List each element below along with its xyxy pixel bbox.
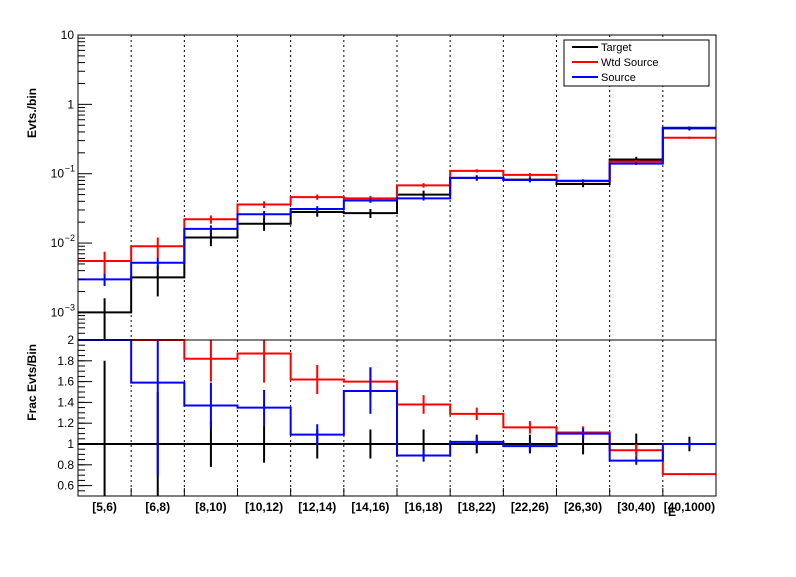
y-tick-label: 0.6 <box>57 479 74 493</box>
series-line-source-upper <box>78 126 716 281</box>
y-tick-exponent: −2 <box>65 233 75 243</box>
legend-label-wtd-source: Wtd Source <box>601 57 658 69</box>
x-tick-label: [26,30) <box>564 500 602 514</box>
x-tick-label: [8,10) <box>195 500 226 514</box>
upper-series-layer <box>78 126 716 340</box>
y-tick-label: 10 <box>51 167 65 181</box>
lower-panel: 2 1.8 1.6 1.4 1.2 1 0.8 0.6 [5,6) [6,8) [8,10) [10… <box>25 333 717 519</box>
y-tick-label: 1.8 <box>57 354 74 368</box>
y-tick-exponent: −1 <box>65 164 75 174</box>
x-tick-label: [6,8) <box>145 500 170 514</box>
y-tick-label: 1 <box>67 437 74 451</box>
x-tick-label: [12,14) <box>298 500 336 514</box>
y-tick-label: 0.8 <box>57 458 74 472</box>
lower-y-axis: 2 1.8 1.6 1.4 1.2 1 0.8 0.6 <box>57 333 92 497</box>
y-tick-label: 10 <box>61 28 75 42</box>
x-tick-label: [5,6) <box>92 500 117 514</box>
y-tick-label: 1.6 <box>57 375 74 389</box>
y-tick-label: 1.4 <box>57 395 74 409</box>
x-tick-label: [18,22) <box>458 500 496 514</box>
x-axis-categories: [5,6) [6,8) [8,10) [10,12) [12,14) [14,16) [16… <box>92 488 715 514</box>
lower-series-layer <box>78 339 716 496</box>
x-axis-title: E <box>668 505 676 519</box>
y-tick-label: 1 <box>67 97 74 111</box>
y-tick-label: 10 <box>51 236 65 250</box>
legend: Target Wtd Source Source <box>563 39 710 87</box>
x-tick-label: [14,16) <box>351 500 389 514</box>
lower-y-axis-title: Frac Evts/Bin <box>25 344 39 421</box>
x-tick-label: [16,18) <box>405 500 443 514</box>
x-tick-label: [40,1000) <box>664 500 715 514</box>
y-tick-label: 1.2 <box>57 416 74 430</box>
y-tick-label: 10 <box>51 305 65 319</box>
legend-label-target: Target <box>601 42 632 54</box>
upper-y-axis-title: Evts./bin <box>25 88 39 138</box>
y-tick-label: 2 <box>67 333 74 347</box>
y-tick-exponent: −3 <box>65 302 75 312</box>
legend-label-source: Source <box>601 72 636 84</box>
x-tick-label: [10,12) <box>245 500 283 514</box>
x-tick-label: [30,40) <box>617 500 655 514</box>
series-line-source-lower <box>78 339 716 462</box>
x-tick-label: [22,26) <box>511 500 549 514</box>
